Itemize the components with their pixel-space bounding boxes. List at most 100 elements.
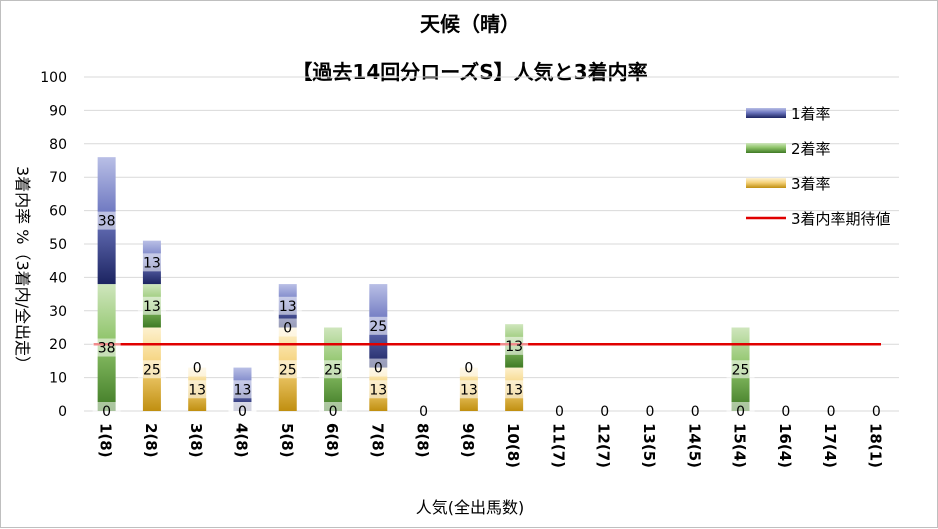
data-label-3着率: 0 xyxy=(555,404,564,420)
y-tick-label: 0 xyxy=(58,404,67,420)
x-tick-label: 12(7) xyxy=(595,423,613,468)
data-label-3着率: 0 xyxy=(872,404,881,420)
data-label-box xyxy=(137,253,166,272)
data-label-2着率: 13 xyxy=(143,299,161,315)
data-label-box xyxy=(273,318,302,337)
data-label-box xyxy=(319,402,348,420)
y-tick-label: 10 xyxy=(49,371,67,387)
data-label-box xyxy=(92,402,121,420)
y-tick-label: 100 xyxy=(40,70,67,86)
x-axis-title: 人気(全出馬数) xyxy=(416,498,525,517)
legend-label-3着率: 3着率 xyxy=(791,175,831,193)
data-label-box xyxy=(454,358,483,377)
data-label-box xyxy=(137,296,166,315)
x-tick-label: 9(8) xyxy=(459,423,477,458)
data-label-1着率: 13 xyxy=(234,382,252,398)
x-tick-label: 2(8) xyxy=(142,423,160,458)
y-axis-title: 3着内率 %（3着内/全出走） xyxy=(13,166,32,372)
data-label-2着率: 13 xyxy=(505,339,523,355)
data-label-box xyxy=(183,358,212,377)
data-label-3着率: 13 xyxy=(369,382,387,398)
data-label-3着率: 0 xyxy=(329,404,338,420)
x-tick-label: 14(5) xyxy=(685,423,703,468)
y-tick-label: 70 xyxy=(49,170,67,186)
x-tick-label: 16(4) xyxy=(776,423,794,468)
y-tick-label: 90 xyxy=(49,103,67,119)
data-label-box xyxy=(273,360,302,379)
x-tick-label: 7(8) xyxy=(368,423,386,458)
y-tick-label: 50 xyxy=(49,237,67,253)
data-label-2着率: 25 xyxy=(324,362,342,378)
data-label-box xyxy=(228,380,257,399)
data-label-3着率: 25 xyxy=(143,362,161,378)
legend-swatch-3着率 xyxy=(746,178,786,188)
data-label-box xyxy=(273,296,302,315)
data-label-3着率: 0 xyxy=(419,404,428,420)
data-label-3着率: 25 xyxy=(279,362,297,378)
data-label-box xyxy=(364,380,393,399)
data-label-3着率: 13 xyxy=(460,382,478,398)
data-label-1着率: 13 xyxy=(143,255,161,271)
x-axis-ticks: 1(8) 2(8) 3(8) 4(8) 5(8) 6(8) 7(8) 8(8) 9(8) 10(8… xyxy=(97,423,885,468)
x-tick-label: 1(8) xyxy=(97,423,115,458)
data-label-box xyxy=(726,360,755,379)
data-label-3着率: 0 xyxy=(781,404,790,420)
legend: 1着率 2着率 3着率 3着内率期待値 xyxy=(746,105,891,228)
chart-title: 天候（晴） xyxy=(420,12,520,36)
data-label-2着率: 0 xyxy=(464,361,473,377)
legend-swatch-1着率 xyxy=(746,108,786,118)
y-tick-label: 20 xyxy=(49,337,67,353)
x-tick-label: 4(8) xyxy=(232,423,250,458)
chart-subtitle: 【過去14回分ローズS】人気と3着内率 xyxy=(292,60,647,84)
data-label-box xyxy=(319,360,348,379)
data-label-box xyxy=(500,336,529,355)
data-label-3着率: 0 xyxy=(646,404,655,420)
legend-label-reference: 3着内率期待値 xyxy=(791,210,891,228)
x-tick-label: 18(1) xyxy=(866,423,884,468)
legend-label-2着率: 2着率 xyxy=(791,140,831,158)
data-label-2着率: 38 xyxy=(98,341,116,357)
data-label-2着率: 0 xyxy=(193,361,202,377)
x-tick-label: 13(5) xyxy=(640,423,658,468)
data-label-3着率: 0 xyxy=(600,404,609,420)
data-label-2着率: 0 xyxy=(374,361,383,377)
data-label-box xyxy=(92,211,121,230)
data-label-box xyxy=(137,360,166,379)
y-tick-label: 60 xyxy=(49,204,67,220)
x-tick-label: 15(4) xyxy=(731,423,749,468)
x-tick-label: 8(8) xyxy=(414,423,432,458)
data-label-2着率: 0 xyxy=(238,404,247,420)
legend-label-1着率: 1着率 xyxy=(791,105,831,123)
y-tick-label: 30 xyxy=(49,304,67,320)
data-label-box xyxy=(183,380,212,399)
data-label-box xyxy=(500,380,529,399)
data-label-box xyxy=(364,316,393,335)
x-tick-label: 3(8) xyxy=(187,423,205,458)
data-label-box xyxy=(726,402,755,420)
y-tick-label: 40 xyxy=(49,270,67,286)
data-label-1着率: 25 xyxy=(369,319,387,335)
data-label-3着率: 0 xyxy=(102,404,111,420)
data-label-3着率: 0 xyxy=(827,404,836,420)
data-label-2着率: 0 xyxy=(283,321,292,337)
y-axis-ticks: 0 10 20 30 40 50 60 70 80 90 100 xyxy=(40,70,67,420)
data-label-3着率: 0 xyxy=(736,404,745,420)
x-tick-label: 6(8) xyxy=(323,423,341,458)
data-label-3着率: 13 xyxy=(505,382,523,398)
data-label-3着率: 13 xyxy=(188,382,206,398)
data-label-1着率: 38 xyxy=(98,214,116,230)
data-label-box xyxy=(228,402,257,420)
x-tick-label: 17(4) xyxy=(821,423,839,468)
data-label-2着率: 25 xyxy=(732,362,750,378)
data-label-3着率: 0 xyxy=(691,404,700,420)
data-label-1着率: 13 xyxy=(279,299,297,315)
data-labels: 0 38 38 25 13 13 13 0 0 0 13 25 0 13 0 25 13 0 25 0 13 0 13 13 0… xyxy=(92,211,881,420)
legend-swatch-2着率 xyxy=(746,143,786,153)
x-tick-label: 5(8) xyxy=(278,423,296,458)
data-label-box xyxy=(92,338,121,357)
x-tick-label: 11(7) xyxy=(549,423,567,468)
data-label-box xyxy=(454,380,483,399)
x-tick-label: 10(8) xyxy=(504,423,522,468)
